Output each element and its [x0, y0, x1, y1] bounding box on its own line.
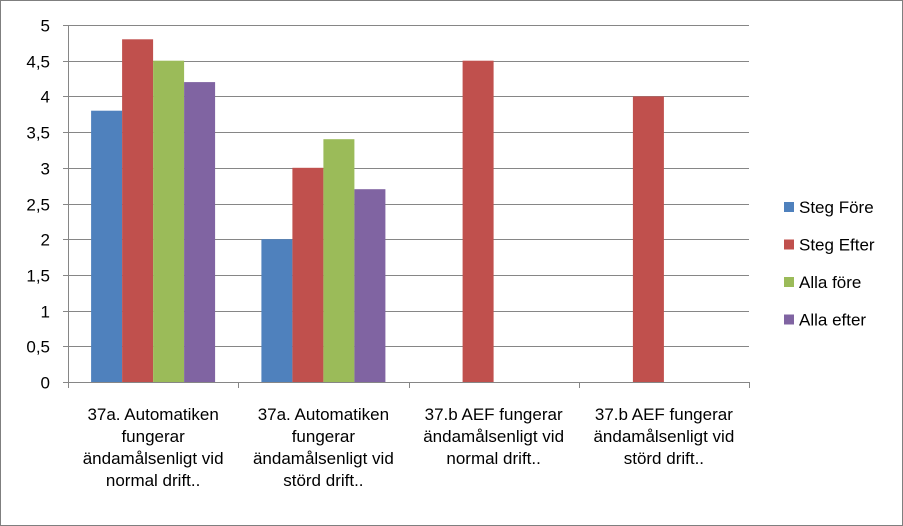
bar	[153, 60, 185, 382]
x-category-label-line: 37.b AEF fungerar	[425, 405, 563, 424]
x-category-label-line: fungerar	[292, 427, 356, 446]
bar	[632, 96, 664, 383]
legend: Steg Före Steg Efter Alla före Alla efter	[784, 198, 875, 330]
y-tick-label: 1	[41, 303, 50, 322]
x-category-label-line: 37a. Automatiken	[87, 405, 218, 424]
x-category-label-line: normal drift..	[106, 471, 200, 490]
axes	[68, 25, 750, 388]
legend-label: Steg Före	[799, 198, 874, 217]
y-tick-label: 4	[41, 88, 50, 107]
x-category-label-line: normal drift..	[446, 449, 540, 468]
legend-swatch	[784, 202, 794, 212]
y-tick-label: 2	[41, 231, 50, 250]
x-category-label-line: ändamålsenligt vid	[423, 427, 564, 446]
legend-label: Steg Efter	[799, 236, 875, 255]
legend-swatch	[784, 314, 794, 325]
bar	[122, 39, 154, 383]
bar	[184, 82, 216, 382]
x-axis-labels: 37a. Automatiken fungerar ändamålsenligt v…	[83, 405, 735, 490]
x-category-label-line: störd drift..	[283, 471, 363, 490]
y-tick-label: 5	[41, 17, 50, 36]
x-category-label-line: störd drift..	[624, 449, 704, 468]
x-category-label-line: fungerar	[121, 427, 185, 446]
y-axis-ticks: 0 0,5 1 1,5 2 2,5 3 3,5 4 4,5 5	[26, 17, 68, 393]
legend-label: Alla före	[799, 273, 861, 292]
x-category-label: 37a. Automatiken fungerar ändamålsenligt v…	[83, 405, 224, 490]
bar	[323, 139, 355, 382]
bar	[292, 167, 324, 382]
legend-swatch	[784, 239, 794, 250]
y-tick-label: 4,5	[26, 53, 50, 72]
y-tick-label: 2,5	[26, 196, 50, 215]
bar	[462, 60, 494, 382]
x-category-label-line: ändamålsenligt vid	[593, 427, 734, 446]
x-category-label-line: 37.b AEF fungerar	[595, 405, 733, 424]
x-category-label-line: ändamålsenligt vid	[253, 449, 394, 468]
legend-label: Alla efter	[799, 311, 866, 330]
y-tick-label: 0,5	[26, 338, 50, 357]
x-category-label-line: ändamålsenligt vid	[83, 449, 224, 468]
x-category-label: 37.b AEF fungerar ändamålsenligt vid norma…	[423, 405, 564, 468]
bar	[261, 239, 293, 382]
x-category-label-line: 37a. Automatiken	[258, 405, 389, 424]
y-tick-label: 3,5	[26, 124, 50, 143]
x-category-label: 37a. Automatiken fungerar ändamålsenligt v…	[253, 405, 394, 490]
bar	[91, 110, 123, 382]
legend-swatch	[784, 277, 794, 287]
y-tick-label: 3	[41, 160, 50, 179]
y-tick-label: 1,5	[26, 267, 50, 286]
bar	[354, 189, 386, 382]
bars	[91, 39, 664, 383]
y-tick-label: 0	[41, 374, 50, 393]
x-category-label: 37.b AEF fungerar ändamålsenligt vid störd…	[593, 405, 734, 468]
